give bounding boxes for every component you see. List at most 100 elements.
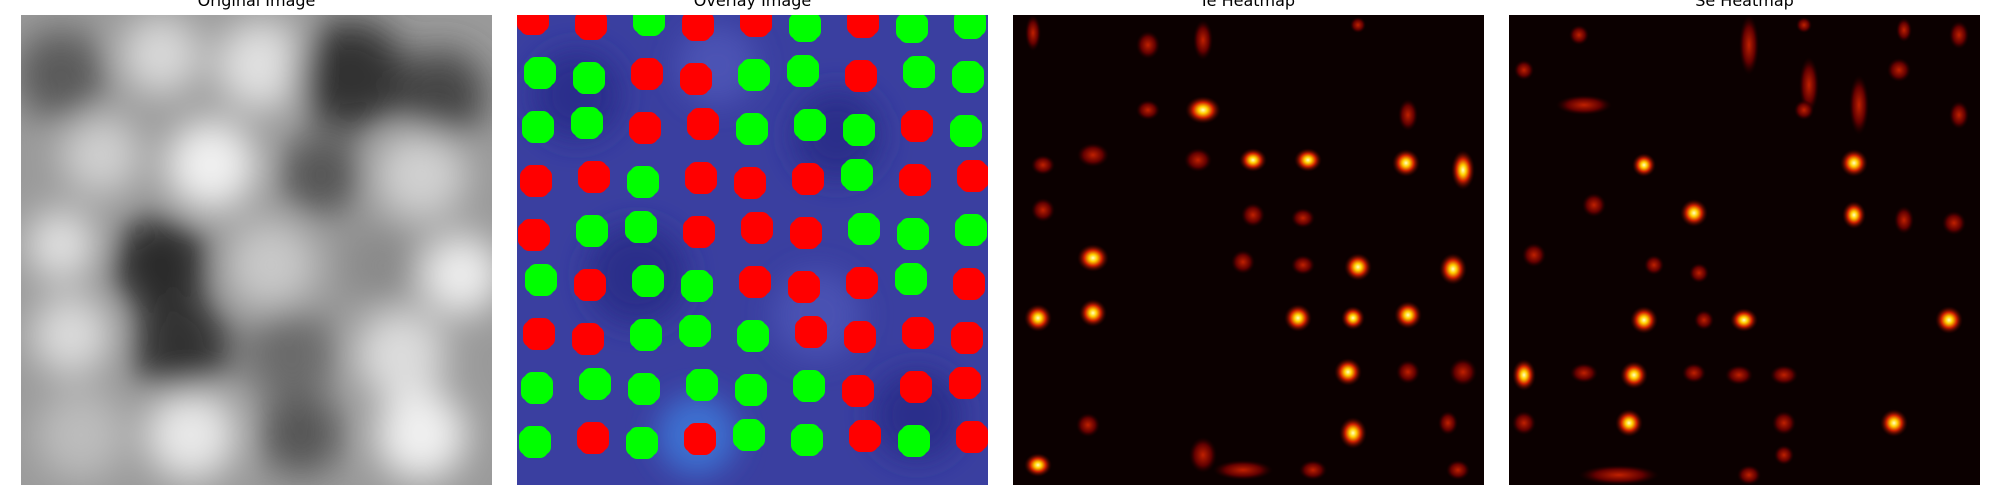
green-marker — [789, 15, 821, 42]
panel-title: Se Heatmap — [1695, 0, 1794, 10]
red-marker — [845, 60, 877, 92]
heat-spot — [1935, 306, 1963, 334]
green-marker — [955, 214, 987, 246]
red-marker — [684, 423, 716, 455]
heat-spot — [1682, 363, 1706, 383]
heat-spot — [1630, 306, 1658, 334]
red-marker — [900, 371, 932, 403]
heat-spot — [1842, 201, 1866, 229]
red-marker — [517, 15, 549, 35]
red-marker — [682, 15, 714, 41]
heat-spot — [1512, 359, 1536, 391]
heat-spot — [1136, 31, 1160, 59]
heat-spot — [1796, 17, 1812, 33]
green-marker — [519, 426, 551, 458]
panel-original-image: Original Image — [21, 0, 492, 500]
green-marker — [627, 166, 659, 198]
ie-heatmap — [1013, 15, 1484, 485]
red-marker — [683, 216, 715, 248]
heat-spot — [1522, 243, 1546, 267]
green-marker — [843, 114, 875, 146]
heat-spot — [1079, 299, 1107, 327]
green-marker — [579, 368, 611, 400]
red-marker — [951, 322, 983, 354]
red-marker — [629, 112, 661, 144]
red-marker — [739, 266, 771, 298]
green-marker — [525, 264, 557, 296]
green-marker — [628, 373, 660, 405]
heat-spot — [1398, 99, 1418, 131]
green-marker — [630, 319, 662, 351]
heat-spot — [1294, 148, 1322, 172]
heat-spot — [1632, 153, 1656, 177]
panel-title: Ie Heatmap — [1201, 0, 1296, 10]
red-marker — [956, 421, 988, 453]
heat-spot — [1772, 411, 1796, 435]
green-marker — [735, 374, 767, 406]
heat-spot — [1451, 150, 1475, 190]
heat-spot — [1620, 361, 1648, 389]
green-marker — [954, 15, 986, 39]
heat-spot — [1896, 18, 1912, 42]
green-marker — [736, 113, 768, 145]
heat-spot — [1077, 244, 1109, 272]
red-marker — [685, 162, 717, 194]
red-marker — [949, 367, 981, 399]
green-marker — [681, 270, 713, 302]
green-marker — [903, 56, 935, 88]
green-marker — [898, 425, 930, 457]
heat-spot — [1077, 143, 1109, 167]
heat-spot — [1725, 365, 1753, 385]
green-marker — [896, 15, 928, 43]
red-marker — [520, 165, 552, 197]
red-marker — [847, 15, 879, 38]
green-marker — [679, 315, 711, 347]
green-marker — [841, 159, 873, 191]
heat-spot — [1344, 253, 1372, 281]
heat-spot — [1512, 411, 1536, 435]
red-marker — [842, 375, 874, 407]
green-marker — [848, 213, 880, 245]
heat-spot — [1213, 460, 1273, 480]
heat-spot — [1241, 203, 1265, 227]
panel-se-heatmap: Se Heatmap — [1509, 0, 1980, 500]
panel-ie-heatmap: Ie Heatmap — [1013, 0, 1484, 500]
green-marker — [632, 265, 664, 297]
red-marker — [574, 269, 606, 301]
red-marker — [734, 167, 766, 199]
heat-spot — [1184, 148, 1212, 172]
green-marker — [626, 427, 658, 459]
heat-spot — [1031, 155, 1055, 175]
heat-spot — [1949, 101, 1969, 129]
heat-spot — [1189, 437, 1217, 473]
heat-spot — [1392, 149, 1420, 177]
heat-spot — [1446, 460, 1470, 480]
red-marker — [740, 15, 772, 37]
red-marker — [578, 161, 610, 193]
green-marker — [633, 15, 665, 36]
heat-spot — [1031, 198, 1055, 222]
red-marker — [902, 317, 934, 349]
panel-title: Original Image — [197, 0, 316, 10]
heat-spot — [1334, 358, 1362, 386]
red-marker — [899, 164, 931, 196]
heat-spot — [1291, 255, 1315, 275]
green-marker — [686, 369, 718, 401]
heat-spot — [1024, 304, 1052, 332]
green-marker — [737, 320, 769, 352]
heat-spot — [1680, 199, 1708, 227]
heat-spot — [1556, 95, 1612, 115]
heat-spot — [1770, 365, 1798, 385]
red-marker — [575, 15, 607, 40]
heat-spot — [1579, 465, 1659, 485]
heat-spot — [1689, 263, 1709, 283]
heat-spot — [1449, 358, 1477, 386]
red-marker — [792, 163, 824, 195]
panel-overlay-image: Overlay Image — [517, 0, 988, 500]
red-marker — [788, 271, 820, 303]
heat-spot — [1570, 363, 1598, 383]
red-marker — [572, 323, 604, 355]
red-marker — [518, 219, 550, 251]
green-marker — [576, 215, 608, 247]
heat-spot — [1299, 460, 1327, 480]
